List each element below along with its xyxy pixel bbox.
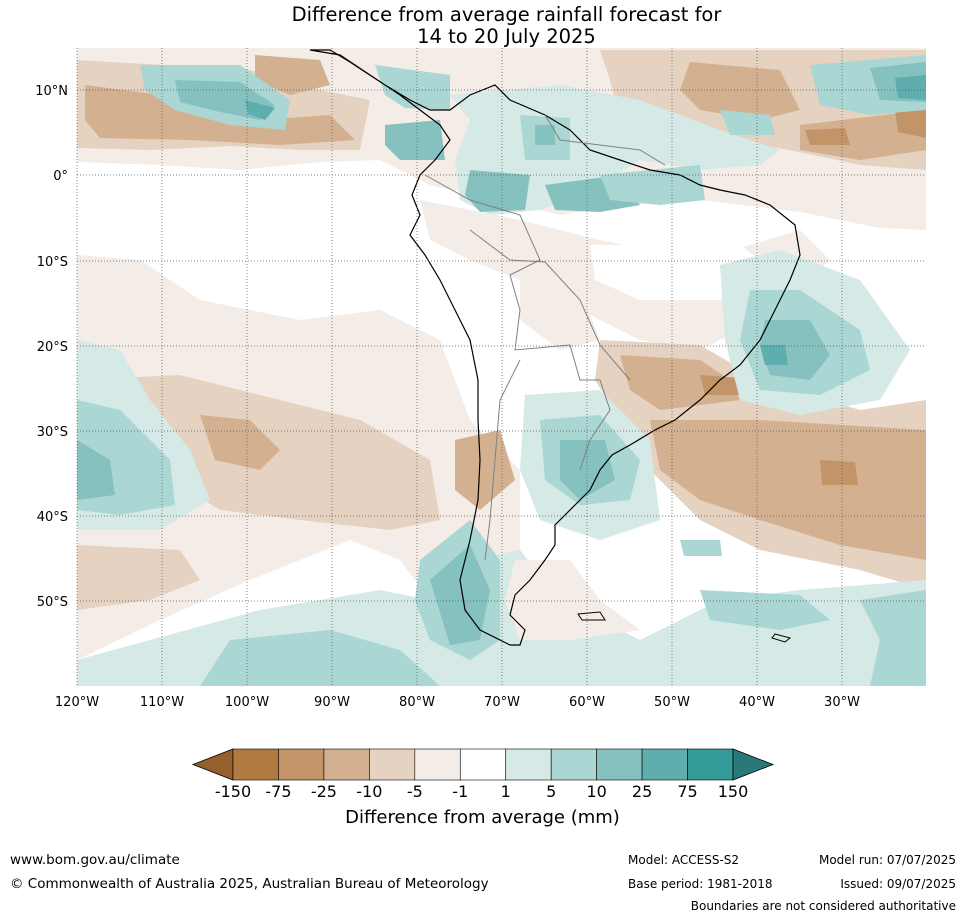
colorbar-swatch bbox=[596, 748, 643, 781]
map-region bbox=[200, 630, 440, 686]
map-region bbox=[560, 440, 615, 500]
country-boundary bbox=[544, 114, 666, 166]
map-region bbox=[200, 415, 280, 470]
map-region bbox=[505, 560, 640, 640]
model-run-text: Model run: 07/07/2025 bbox=[818, 853, 956, 867]
colorbar-swatch bbox=[550, 748, 597, 781]
map-field bbox=[77, 48, 926, 686]
colorbar-swatch bbox=[414, 748, 461, 781]
lat-label: 20°S bbox=[37, 340, 68, 355]
map-region bbox=[77, 545, 200, 610]
lat-label: 40°S bbox=[37, 510, 68, 525]
map-region bbox=[255, 55, 330, 95]
colorbar-swatch bbox=[459, 748, 507, 781]
lon-label: 80°W bbox=[399, 695, 435, 710]
copyright-text: © Commonwealth of Australia 2025, Austra… bbox=[10, 876, 489, 892]
lat-label: 10°S bbox=[37, 255, 68, 270]
map-region bbox=[385, 120, 445, 160]
lat-label: 10°N bbox=[35, 84, 68, 99]
colorbar-tick-label: 5 bbox=[546, 782, 557, 801]
colorbar-swatch bbox=[369, 748, 416, 781]
website-link[interactable]: www.bom.gov.au/climate bbox=[10, 852, 180, 868]
disclaimer-text: Boundaries are not considered authoritat… bbox=[690, 899, 956, 913]
colorbar-tick-label: 10 bbox=[586, 782, 607, 801]
colorbar-tick-label: 1 bbox=[500, 782, 511, 801]
colorbar-tick-label: -1 bbox=[452, 782, 469, 801]
latitude-labels: 10°N 0° 10°S 20°S 30°S 40°S 50°S bbox=[35, 84, 68, 610]
map-region bbox=[590, 245, 760, 300]
map-region bbox=[77, 440, 115, 500]
falkland-islands bbox=[577, 611, 606, 621]
lon-label: 120°W bbox=[55, 695, 99, 710]
map-region bbox=[805, 128, 850, 145]
title-line-1: Difference from average rainfall forecas… bbox=[291, 3, 722, 26]
map-title: Difference from average rainfall forecas… bbox=[0, 4, 965, 48]
lon-label: 100°W bbox=[225, 695, 269, 710]
base-period-text: Base period: 1981-2018 bbox=[628, 877, 773, 891]
map-region bbox=[820, 460, 858, 485]
map-region bbox=[895, 75, 926, 100]
colorbar-tick-label: 25 bbox=[631, 782, 653, 801]
colorbar-tick-label: -25 bbox=[310, 782, 337, 801]
colorbar-tick-label: -10 bbox=[356, 782, 383, 801]
colorbar-tick-label: -150 bbox=[214, 782, 252, 801]
map-region bbox=[520, 270, 600, 350]
map-region bbox=[860, 590, 926, 686]
country-boundary bbox=[469, 229, 631, 381]
colorbar-arrow-low bbox=[191, 748, 234, 781]
colorbar-swatch bbox=[641, 748, 688, 781]
lat-label: 0° bbox=[53, 169, 68, 184]
model-text: Model: ACCESS-S2 bbox=[628, 853, 740, 867]
colorbar-swatch bbox=[687, 748, 734, 781]
issued-text: Issued: 09/07/2025 bbox=[840, 877, 956, 891]
lat-label: 30°S bbox=[37, 425, 68, 440]
colorbar-tick-label: 150 bbox=[717, 782, 749, 801]
map-region bbox=[680, 62, 800, 120]
map-region bbox=[535, 125, 555, 145]
lon-label: 90°W bbox=[314, 695, 350, 710]
colorbar-tick-label: -75 bbox=[265, 782, 292, 801]
colorbar-swatch bbox=[278, 748, 325, 781]
map-region bbox=[895, 105, 926, 138]
map-region bbox=[620, 355, 740, 410]
colorbar-tick-label: -5 bbox=[406, 782, 423, 801]
map-region bbox=[760, 345, 788, 365]
lon-label: 30°W bbox=[824, 695, 860, 710]
map-region bbox=[375, 65, 450, 110]
map-region bbox=[430, 545, 490, 645]
island bbox=[771, 633, 792, 643]
country-boundary bbox=[484, 359, 521, 561]
colorbar-tick-label: 75 bbox=[677, 782, 698, 801]
map-region bbox=[455, 430, 515, 510]
country-boundary bbox=[424, 174, 611, 471]
colorbar-swatch bbox=[323, 748, 370, 781]
lon-label: 70°W bbox=[484, 695, 520, 710]
title-line-2: 14 to 20 July 2025 bbox=[417, 25, 596, 48]
colorbar-swatch bbox=[232, 748, 279, 781]
lon-label: 40°W bbox=[739, 695, 775, 710]
map-region bbox=[720, 110, 775, 135]
lat-label: 50°S bbox=[37, 595, 68, 610]
map-region bbox=[650, 420, 926, 560]
map-region bbox=[800, 110, 926, 160]
lon-label: 110°W bbox=[140, 695, 184, 710]
map-region bbox=[245, 100, 275, 120]
lon-label: 60°W bbox=[569, 695, 605, 710]
coastline bbox=[309, 49, 801, 646]
colorbar-swatch bbox=[505, 748, 552, 781]
map-region bbox=[700, 590, 830, 630]
gridlines bbox=[76, 48, 926, 686]
colorbar-label: Difference from average (mm) bbox=[345, 807, 620, 828]
lon-label: 50°W bbox=[654, 695, 690, 710]
map-region bbox=[465, 170, 530, 212]
colorbar-arrow-high bbox=[732, 748, 775, 781]
map-region bbox=[680, 540, 722, 556]
longitude-labels: 120°W 110°W 100°W 90°W 80°W 70°W 60°W 50… bbox=[55, 695, 860, 710]
colorbar bbox=[191, 748, 775, 781]
